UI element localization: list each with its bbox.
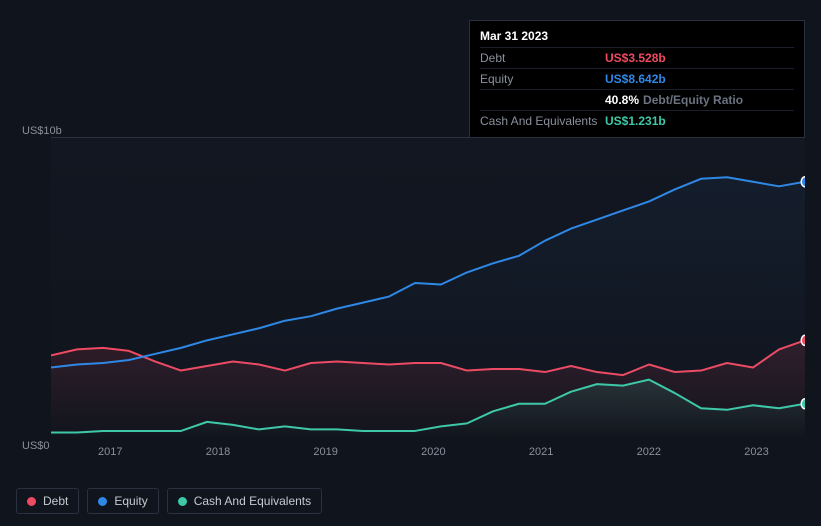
tooltip-label: Debt	[480, 50, 605, 66]
ratio-label: Debt/Equity Ratio	[643, 93, 743, 107]
chart-svg	[51, 138, 805, 440]
legend-dot-icon	[98, 497, 107, 506]
legend-label: Cash And Equivalents	[194, 494, 311, 508]
tooltip-value: US$8.642b	[605, 71, 794, 87]
tooltip-panel: Mar 31 2023 Debt US$3.528b Equity US$8.6…	[469, 20, 805, 138]
x-axis-tick: 2017	[98, 446, 122, 458]
tooltip-row-equity: Equity US$8.642b	[480, 68, 794, 89]
y-axis-label-top: US$10b	[22, 125, 62, 137]
chart-area: US$10b US$0 2017201820192020202120222023	[16, 125, 805, 440]
legend-dot-icon	[27, 497, 36, 506]
x-axis-tick: 2020	[421, 446, 445, 458]
legend-item-cash[interactable]: Cash And Equivalents	[167, 488, 322, 514]
legend-label: Debt	[43, 494, 68, 508]
tooltip-row-ratio: 40.8% Debt/Equity Ratio	[480, 89, 794, 110]
x-axis-tick: 2018	[206, 446, 230, 458]
legend-label: Equity	[114, 494, 147, 508]
x-axis-tick: 2021	[529, 446, 553, 458]
legend-dot-icon	[178, 497, 187, 506]
legend: Debt Equity Cash And Equivalents	[16, 488, 322, 514]
x-axis: 2017 2018 2019 2020 2021 2022 2023	[51, 444, 805, 464]
x-axis-tick: 2022	[637, 446, 661, 458]
tooltip-value: US$3.528b	[605, 50, 794, 66]
x-axis-tick: 2019	[313, 446, 337, 458]
tooltip-date: Mar 31 2023	[480, 27, 794, 47]
x-axis-tick: 2023	[744, 446, 768, 458]
y-axis-label-bottom: US$0	[22, 440, 50, 452]
tooltip-label: Equity	[480, 71, 605, 87]
legend-item-debt[interactable]: Debt	[16, 488, 79, 514]
tooltip-ratio: 40.8% Debt/Equity Ratio	[605, 92, 794, 108]
plot-region[interactable]	[51, 137, 805, 440]
tooltip-label	[480, 92, 605, 108]
tooltip-row-debt: Debt US$3.528b	[480, 47, 794, 68]
legend-item-equity[interactable]: Equity	[87, 488, 158, 514]
ratio-percent: 40.8%	[605, 93, 639, 107]
